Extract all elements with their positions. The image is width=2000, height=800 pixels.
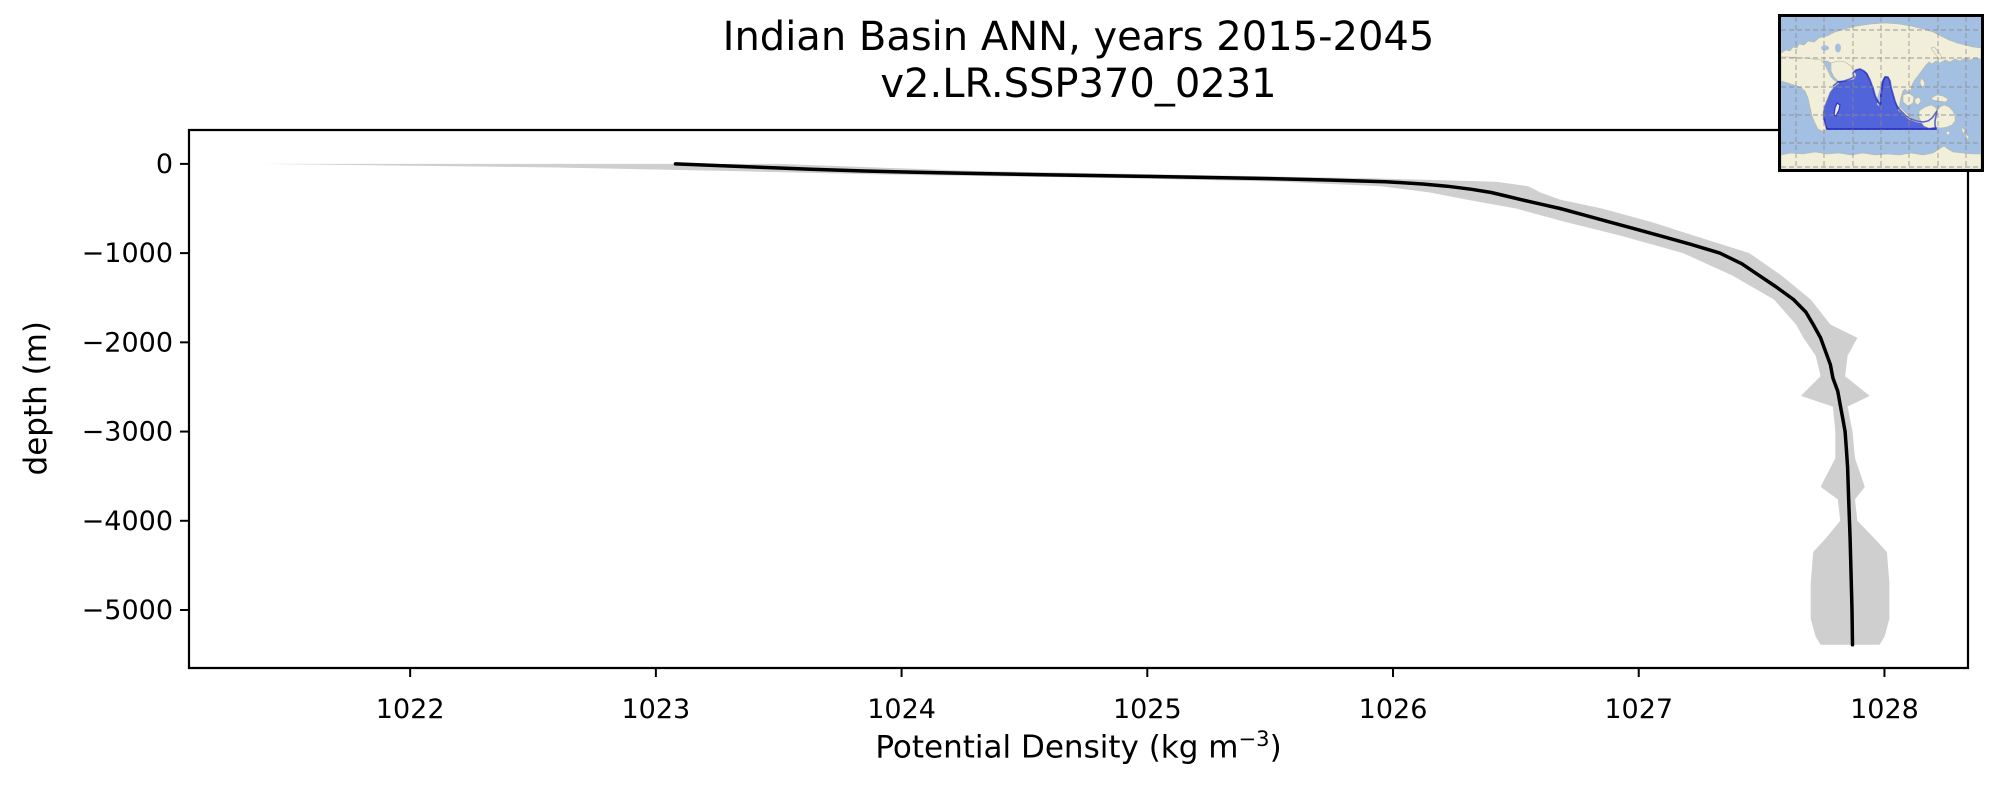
map-madagascar xyxy=(1833,102,1841,117)
envelope-band xyxy=(262,163,1890,645)
y-tick-label: −1000 xyxy=(82,238,173,269)
x-tick-label: 1026 xyxy=(1359,694,1428,725)
map-australia xyxy=(1918,104,1956,129)
chart-title: Indian Basin ANN, years 2015-2045 xyxy=(722,14,1435,60)
map-black-sea xyxy=(1821,45,1829,51)
map-new-guinea xyxy=(1930,94,1949,103)
mean-profile-line xyxy=(673,162,1855,647)
map-caspian-sea xyxy=(1835,43,1841,53)
map-celebes xyxy=(1914,96,1922,106)
y-tick-label: −2000 xyxy=(82,327,173,358)
x-tick-label: 1023 xyxy=(622,694,691,725)
y-axis-label-wrap: depth (m) xyxy=(14,128,58,668)
x-tick-label: 1028 xyxy=(1850,694,1919,725)
y-axis-label: depth (m) xyxy=(18,320,54,476)
x-tick-label: 1024 xyxy=(867,694,936,725)
chart-title-block: Indian Basin ANN, years 2015-2045 v2.LR.… xyxy=(189,14,1968,108)
map-tasmania xyxy=(1945,130,1951,136)
x-tick-label: 1022 xyxy=(376,694,445,725)
x-axis-label-superscript: −3 xyxy=(1238,726,1270,751)
x-tick-label: 1027 xyxy=(1604,694,1673,725)
y-tick-label: 0 xyxy=(156,149,173,180)
x-axis-label-end: ) xyxy=(1269,729,1282,766)
map-new-zealand xyxy=(1961,126,1970,141)
x-axis-label: Potential Density (kg m−3) xyxy=(189,726,1968,765)
map-graticule xyxy=(1781,17,1981,169)
indian-basin-outline xyxy=(1832,68,1938,130)
y-tick-label: −5000 xyxy=(82,595,173,626)
map-africa xyxy=(1781,56,1840,132)
y-tick-label: −3000 xyxy=(82,417,173,448)
map-philippines xyxy=(1919,77,1926,88)
axes-spines xyxy=(187,128,1970,670)
y-tick-label: −4000 xyxy=(82,506,173,537)
map-arabia xyxy=(1830,60,1857,82)
x-tick-label: 1025 xyxy=(1113,694,1182,725)
chart-subtitle: v2.LR.SSP370_0231 xyxy=(880,61,1277,107)
x-axis-label-main: Potential Density (kg m xyxy=(875,729,1239,766)
inset-locator-map xyxy=(1778,14,1984,172)
